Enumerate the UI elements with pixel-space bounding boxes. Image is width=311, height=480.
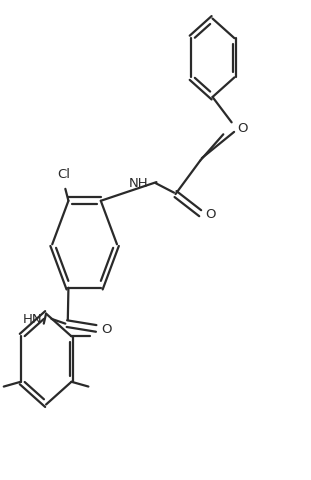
- Text: Cl: Cl: [57, 168, 70, 181]
- Text: NH: NH: [129, 176, 148, 189]
- Text: O: O: [237, 121, 248, 134]
- Text: HN: HN: [23, 312, 42, 325]
- Text: O: O: [205, 207, 215, 220]
- Text: O: O: [101, 322, 111, 335]
